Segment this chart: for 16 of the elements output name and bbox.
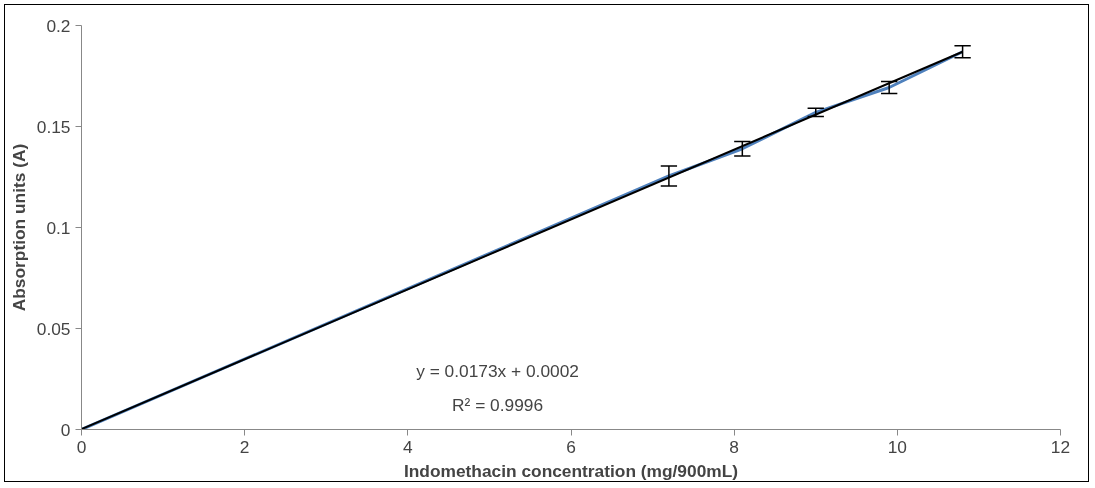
y-axis-title: Absorption units (A) (8, 143, 29, 312)
y-tick-label: 0.1 (46, 217, 71, 238)
x-axis-title: Indomethacin concentration (mg/900mL) (403, 460, 739, 481)
annotation: R² = 0.9996 (452, 395, 544, 416)
annotation: y = 0.0173x + 0.0002 (416, 361, 579, 382)
x-tick-label: 10 (887, 436, 907, 457)
x-tick-label: 4 (403, 436, 414, 457)
x-tick-label: 0 (76, 436, 87, 457)
x-tick-label: 12 (1050, 436, 1071, 457)
y-tick-label: 0.2 (46, 15, 71, 36)
x-tick-label: 8 (729, 436, 739, 457)
y-tick-label: 0.15 (36, 116, 71, 137)
x-tick-label: 6 (566, 436, 576, 457)
x-tick-label: 2 (239, 436, 250, 457)
y-tick-label: 0.05 (36, 318, 71, 339)
y-tick-label: 0 (60, 419, 71, 440)
